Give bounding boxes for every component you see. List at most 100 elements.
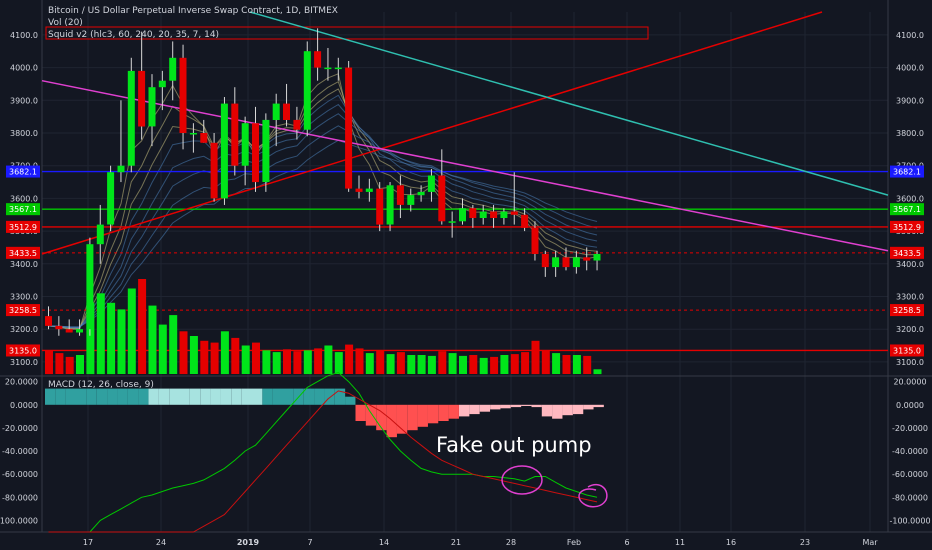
candle-body bbox=[148, 87, 156, 127]
fake-out-pump-annotation[interactable]: Fake out pump bbox=[436, 433, 592, 457]
time-axis-tick: 16 bbox=[726, 538, 736, 547]
candle-body bbox=[96, 224, 104, 245]
price-level-tag-left-text: 3258.5 bbox=[9, 306, 37, 315]
volume-bar bbox=[293, 351, 302, 374]
candle-body bbox=[262, 119, 270, 182]
macd-histogram-bar bbox=[386, 404, 397, 438]
macd-histogram-bar bbox=[365, 404, 377, 426]
volume-bar bbox=[500, 355, 509, 374]
price-axis-tick-left: 3400.0 bbox=[10, 260, 38, 269]
price-axis-tick: 3200.0 bbox=[896, 325, 924, 334]
volume-bar bbox=[417, 355, 426, 374]
candle-body bbox=[200, 133, 208, 143]
volume-bar bbox=[531, 340, 540, 375]
macd-histogram-bar bbox=[324, 388, 335, 405]
volume-bar bbox=[127, 288, 136, 374]
candle-body bbox=[469, 208, 477, 218]
macd-line bbox=[48, 371, 598, 533]
macd-histogram-bar bbox=[396, 404, 408, 434]
macd-histogram-bar bbox=[283, 388, 294, 405]
time-axis-tick: 21 bbox=[451, 538, 461, 547]
volume-indicator-label[interactable]: Vol (20) bbox=[48, 18, 83, 28]
macd-axis-tick-right: -60.0000 bbox=[892, 470, 928, 479]
macd-axis-tick-left: 20.0000 bbox=[5, 378, 38, 387]
candle-body bbox=[303, 51, 311, 130]
candle-body bbox=[562, 257, 570, 268]
volume-bar bbox=[407, 355, 416, 374]
candle-body bbox=[45, 316, 52, 326]
price-axis-tick-left: 3300.0 bbox=[10, 293, 38, 302]
candle-body bbox=[479, 211, 487, 218]
candle-body bbox=[417, 191, 425, 196]
squid-ribbon-line bbox=[48, 139, 598, 328]
macd-histogram-bar bbox=[189, 388, 201, 405]
volume-bar bbox=[241, 345, 250, 374]
candle-body bbox=[345, 67, 353, 189]
volume-bar bbox=[552, 353, 561, 374]
candle-body bbox=[272, 103, 280, 120]
macd-histogram-bar bbox=[438, 404, 449, 421]
macd-histogram-bar bbox=[531, 404, 542, 408]
volume-bar bbox=[252, 342, 260, 374]
price-axis-tick-left: 3200.0 bbox=[10, 325, 38, 334]
price-level-tag-left bbox=[6, 203, 40, 216]
macd-histogram-bar bbox=[541, 404, 553, 417]
candle-body bbox=[293, 119, 301, 130]
time-axis-tick: 2019 bbox=[237, 538, 260, 547]
candle-body bbox=[65, 329, 73, 333]
price-level-tag-left-text: 3682.1 bbox=[9, 168, 37, 177]
candle-body bbox=[76, 329, 83, 333]
volume-bar bbox=[427, 355, 436, 374]
candle-body bbox=[55, 325, 63, 330]
macd-histogram-bar bbox=[117, 388, 128, 405]
price-level-tag-left-text: 3512.9 bbox=[9, 223, 37, 232]
volume-bar bbox=[117, 309, 126, 374]
volume-bar bbox=[169, 315, 178, 374]
price-level-tag-left-text: 3567.1 bbox=[9, 205, 37, 214]
squid-ribbon-line bbox=[48, 113, 598, 328]
price-axis-tick: 3900.0 bbox=[896, 96, 924, 105]
volume-bar bbox=[45, 350, 53, 375]
macd-histogram-bar bbox=[252, 388, 263, 405]
candle-body bbox=[210, 142, 218, 199]
price-axis-tick: 3100.0 bbox=[896, 358, 924, 367]
macd-histogram-bar bbox=[241, 388, 253, 405]
macd-axis-tick-right: -40.0000 bbox=[892, 447, 928, 456]
volume-bar bbox=[189, 336, 198, 374]
volume-bar bbox=[200, 340, 209, 375]
volume-bar bbox=[231, 337, 240, 374]
macd-histogram-bar bbox=[86, 388, 97, 405]
squid-indicator-label[interactable]: Squid v2 (hlc3, 60, 240, 20, 35, 7, 14) bbox=[48, 30, 220, 40]
candle-body bbox=[407, 195, 415, 205]
macd-histogram-bar bbox=[562, 404, 573, 416]
price-level-tag-right-text: 3258.5 bbox=[893, 306, 921, 315]
price-axis-tick: 4100.0 bbox=[896, 31, 924, 40]
volume-bar bbox=[76, 355, 84, 374]
time-axis-tick: 7 bbox=[307, 538, 312, 547]
macd-histogram-bar bbox=[417, 404, 428, 427]
price-axis-tick: 3300.0 bbox=[896, 293, 924, 302]
candle-body bbox=[117, 165, 125, 173]
macd-histogram-bar bbox=[272, 388, 284, 405]
volume-bar bbox=[541, 350, 550, 375]
macd-indicator-label[interactable]: MACD (12, 26, close, 9) bbox=[48, 380, 154, 390]
teal-downtrend-line bbox=[249, 11, 889, 196]
macd-axis-tick-left: 0.0000 bbox=[10, 401, 38, 410]
macd-histogram-bar bbox=[593, 404, 604, 408]
volume-bar bbox=[490, 356, 499, 374]
volume-bar bbox=[521, 352, 530, 374]
volume-bar bbox=[572, 355, 581, 374]
volume-bar bbox=[55, 353, 64, 374]
candle-body bbox=[179, 57, 187, 133]
candle-body bbox=[459, 208, 466, 222]
volume-bar bbox=[283, 349, 291, 374]
macd-histogram-bar bbox=[314, 388, 325, 405]
squid-ribbon-line bbox=[48, 94, 598, 329]
macd-axis-tick-left: -40.0000 bbox=[2, 447, 38, 456]
volume-bar bbox=[148, 305, 157, 374]
time-axis-tick: 28 bbox=[506, 538, 516, 547]
price-level-tag-left-text: 3135.0 bbox=[9, 346, 37, 355]
volume-bar bbox=[262, 350, 271, 375]
macd-histogram-bar bbox=[521, 404, 532, 406]
